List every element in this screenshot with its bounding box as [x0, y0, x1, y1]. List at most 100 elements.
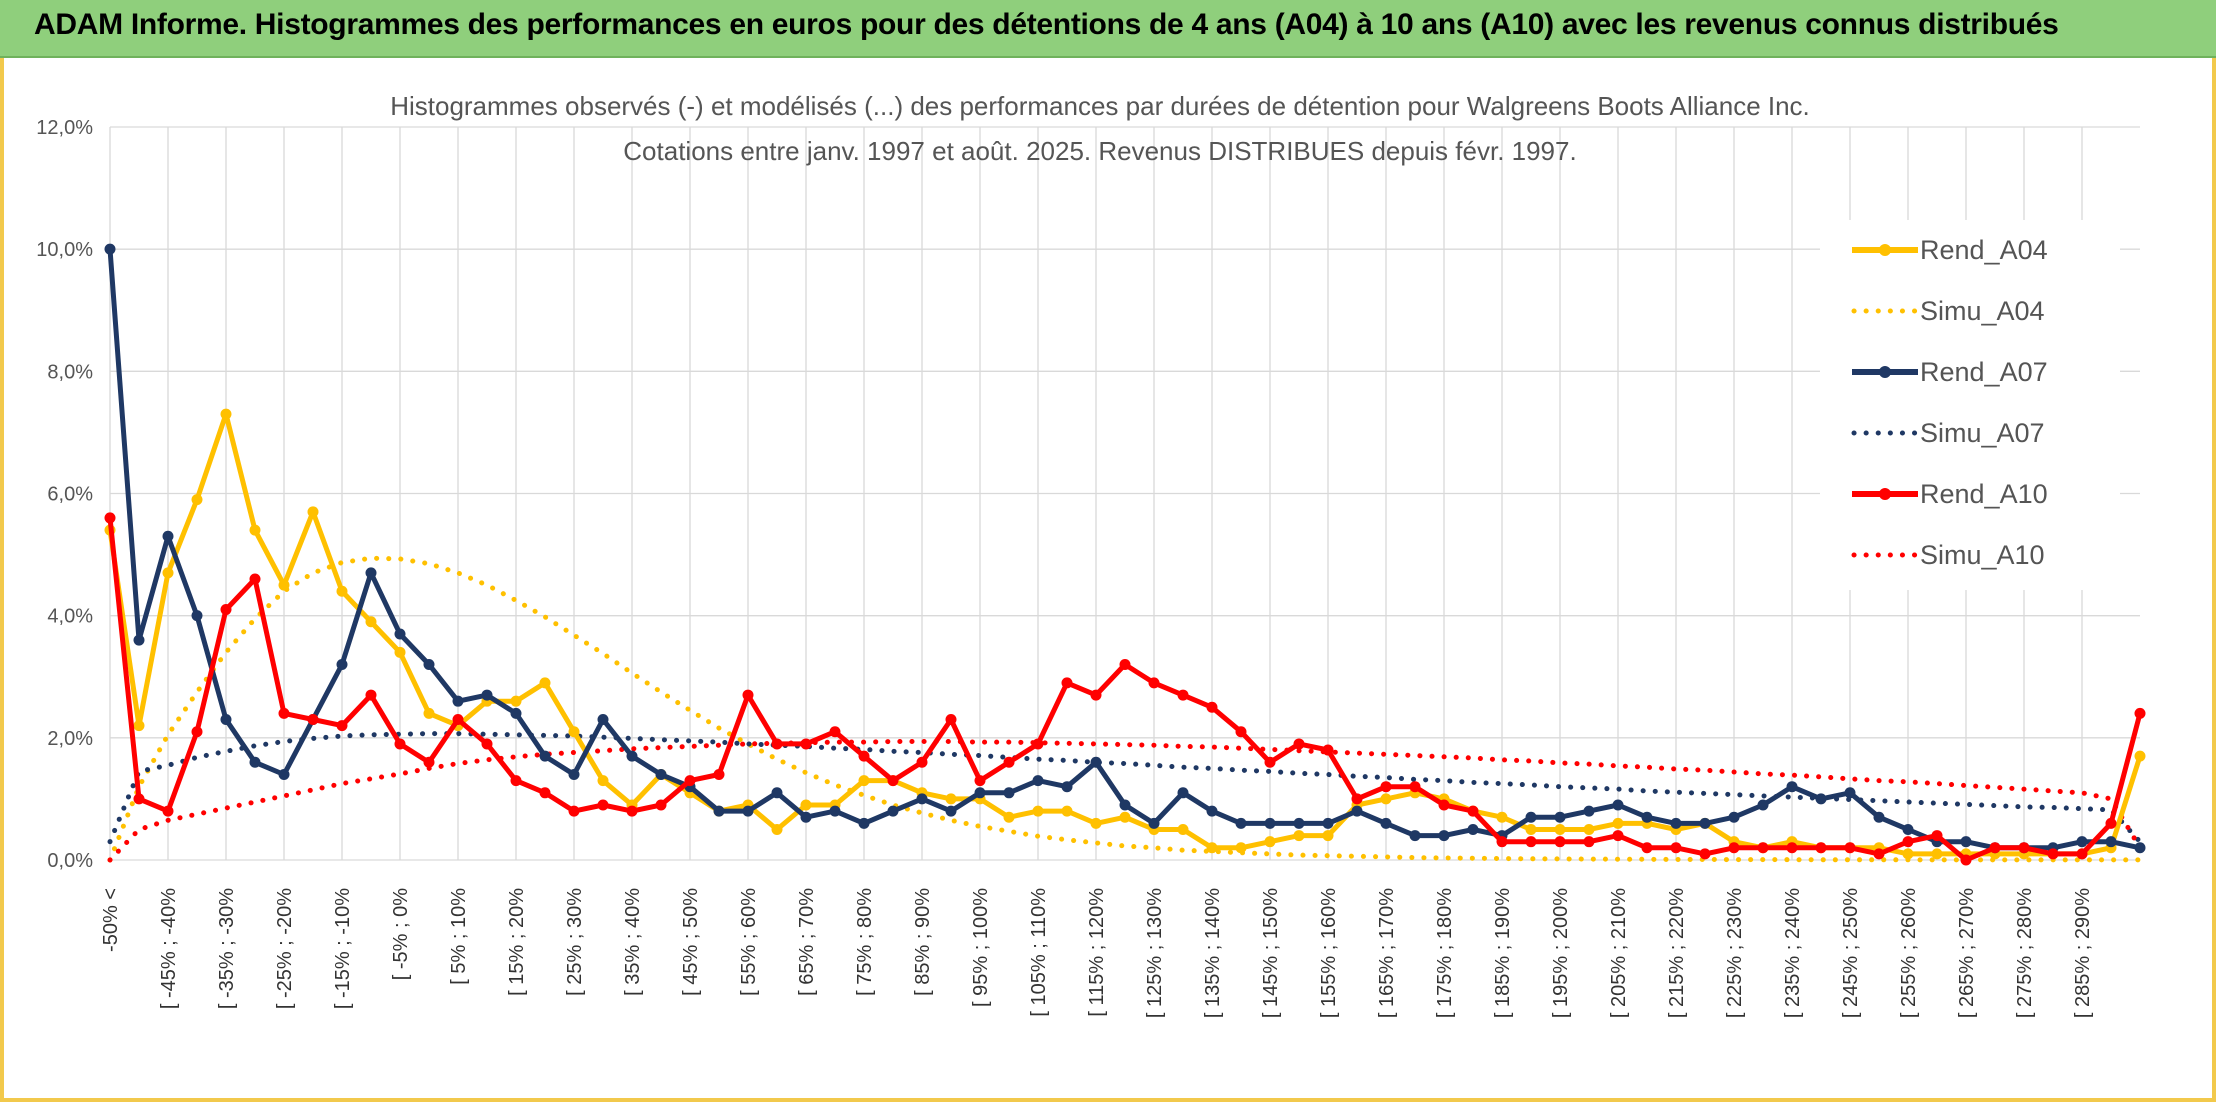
data-point-Rend_A07 — [1583, 805, 1595, 817]
data-point-Rend_A07 — [1641, 811, 1653, 823]
data-point-Rend_A07 — [2076, 836, 2088, 848]
series-line-Simu_A07 — [107, 731, 2143, 845]
data-point-Rend_A10 — [916, 756, 928, 768]
data-point-Rend_A07 — [249, 756, 261, 768]
chart-subtitle: Cotations entre janv. 1997 et août. 2025… — [623, 136, 1576, 166]
data-point-Rend_A04 — [1902, 848, 1914, 860]
data-point-Rend_A04 — [800, 799, 812, 811]
data-point-Rend_A07 — [1293, 817, 1305, 829]
data-point-Rend_A10 — [1293, 738, 1305, 750]
legend-label-Simu_A07: Simu_A07 — [1920, 418, 2045, 448]
data-point-Rend_A07 — [1902, 823, 1914, 835]
data-point-Rend_A10 — [887, 775, 899, 787]
data-point-Rend_A07 — [1467, 823, 1479, 835]
data-point-Rend_A07 — [1844, 787, 1856, 799]
data-point-Rend_A07 — [974, 787, 986, 799]
data-point-Rend_A07 — [916, 793, 928, 805]
x-tick-label: [ 5% ; 10% — [448, 888, 470, 985]
data-point-Rend_A07 — [1873, 811, 1885, 823]
data-point-Rend_A04 — [220, 408, 232, 420]
data-point-Rend_A10 — [1815, 842, 1827, 854]
data-point-Rend_A10 — [945, 714, 957, 726]
x-tick-label: [ 45% ; 50% — [680, 888, 702, 996]
x-tick-label: [ 125% ; 130% — [1144, 888, 1166, 1018]
data-point-Rend_A10 — [1525, 836, 1537, 848]
legend-marker-Rend_A04 — [1879, 244, 1891, 256]
data-point-Rend_A07 — [858, 817, 870, 829]
data-point-Rend_A10 — [2105, 817, 2117, 829]
data-point-Rend_A04 — [307, 506, 319, 518]
legend-label-Rend_A10: Rend_A10 — [1920, 479, 2048, 509]
data-point-Rend_A10 — [1148, 677, 1160, 689]
data-point-Rend_A04 — [336, 585, 348, 597]
data-point-Rend_A10 — [568, 805, 580, 817]
y-tick-label: 6,0% — [47, 484, 93, 506]
data-point-Rend_A07 — [423, 659, 435, 671]
x-tick-label: [ 235% ; 240% — [1782, 888, 1804, 1018]
data-point-Rend_A10 — [278, 707, 290, 719]
data-point-Rend_A04 — [249, 524, 261, 536]
data-point-Rend_A10 — [829, 726, 841, 738]
data-point-Rend_A04 — [1061, 805, 1073, 817]
plot-area — [104, 243, 2146, 866]
data-point-Rend_A04 — [278, 579, 290, 591]
data-point-Rend_A10 — [626, 805, 638, 817]
x-tick-label: [ 105% ; 110% — [1028, 888, 1050, 1017]
report-title: ADAM Informe. Histogrammes des performan… — [34, 8, 2059, 41]
data-point-Rend_A07 — [945, 805, 957, 817]
data-point-Rend_A10 — [1699, 848, 1711, 860]
report-banner: ADAM Informe. Histogrammes des performan… — [0, 0, 2216, 58]
x-tick-label: [ 155% ; 160% — [1318, 888, 1340, 1018]
data-point-Rend_A10 — [1757, 842, 1769, 854]
data-point-Rend_A04 — [133, 720, 145, 732]
x-tick-label: [ 265% ; 270% — [1956, 888, 1978, 1018]
data-point-Rend_A10 — [1003, 756, 1015, 768]
data-point-Rend_A07 — [1960, 836, 1972, 848]
data-point-Rend_A04 — [1380, 793, 1392, 805]
data-point-Rend_A10 — [191, 726, 203, 738]
data-point-Rend_A07 — [1612, 799, 1624, 811]
data-point-Rend_A04 — [945, 793, 957, 805]
x-tick-label: [ -45% ; -40% — [158, 888, 180, 1009]
data-point-Rend_A04 — [1931, 848, 1943, 860]
data-point-Rend_A07 — [1699, 817, 1711, 829]
data-point-Rend_A10 — [1351, 793, 1363, 805]
data-point-Rend_A10 — [1206, 701, 1218, 713]
data-point-Rend_A07 — [771, 787, 783, 799]
data-point-Rend_A10 — [1496, 836, 1508, 848]
data-point-Rend_A04 — [539, 677, 551, 689]
legend-background — [1820, 220, 2120, 590]
x-tick-label: [ 165% ; 170% — [1376, 888, 1398, 1018]
data-point-Rend_A07 — [1264, 817, 1276, 829]
data-point-Rend_A10 — [800, 738, 812, 750]
chart-legend: Rend_A04 Simu_A04 Rend_A07 Simu_A07 Rend_A10… — [1820, 220, 2120, 590]
y-tick-label: 8,0% — [47, 361, 93, 383]
data-point-Rend_A07 — [1786, 781, 1798, 793]
x-tick-label: [ 95% ; 100% — [970, 888, 992, 1007]
data-point-Rend_A10 — [481, 738, 493, 750]
x-tick-label: [ 65% ; 70% — [796, 888, 818, 996]
data-point-Rend_A10 — [1989, 842, 2001, 854]
data-point-Rend_A10 — [974, 775, 986, 787]
data-point-Rend_A07 — [1438, 830, 1450, 842]
x-tick-label: [ -35% ; -30% — [216, 888, 238, 1009]
data-point-Rend_A10 — [220, 604, 232, 616]
performance-histogram-chart: Histogrammes observés (-) et modélisés (… — [36, 91, 2146, 1018]
data-point-Rend_A10 — [1119, 659, 1131, 671]
x-tick-label: [ 215% ; 220% — [1666, 888, 1688, 1018]
data-point-Rend_A04 — [510, 695, 522, 707]
data-point-Rend_A10 — [1612, 830, 1624, 842]
data-point-Rend_A10 — [1844, 842, 1856, 854]
data-point-Rend_A07 — [162, 530, 174, 542]
x-tick-label: [ 145% ; 150% — [1260, 888, 1282, 1018]
data-point-Rend_A07 — [829, 805, 841, 817]
data-point-Rend_A04 — [1525, 823, 1537, 835]
data-point-Rend_A10 — [394, 738, 406, 750]
data-point-Rend_A04 — [1612, 817, 1624, 829]
legend-label-Rend_A07: Rend_A07 — [1920, 357, 2048, 387]
x-tick-label: [ 135% ; 140% — [1202, 888, 1224, 1018]
x-tick-label: [ 195% ; 200% — [1550, 888, 1572, 1018]
data-point-Rend_A10 — [1235, 726, 1247, 738]
data-point-Rend_A07 — [539, 750, 551, 762]
